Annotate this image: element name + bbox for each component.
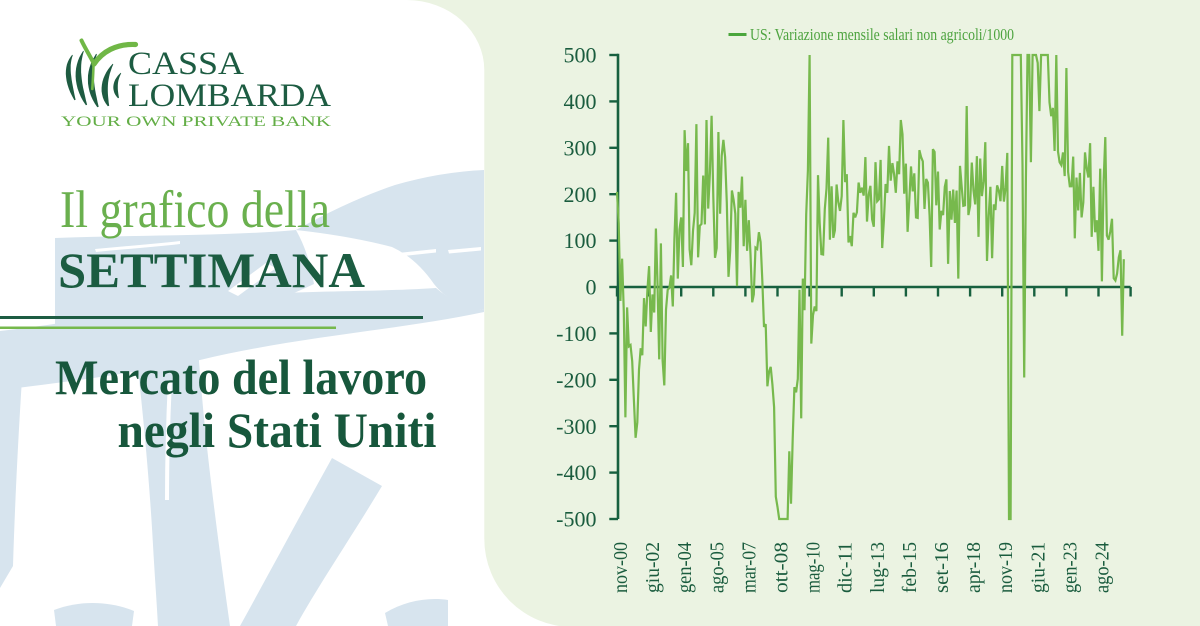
svg-text:feb-15: feb-15 (899, 542, 921, 593)
svg-text:CASSA: CASSA (128, 46, 244, 82)
svg-text:-100: -100 (556, 321, 596, 346)
svg-text:giu-21: giu-21 (1027, 542, 1049, 593)
svg-text:300: 300 (564, 135, 597, 160)
svg-text:-400: -400 (556, 460, 596, 485)
svg-text:Mercato del lavoro: Mercato del lavoro (55, 349, 427, 405)
svg-text:giu-02: giu-02 (642, 542, 664, 593)
svg-text:-200: -200 (556, 367, 596, 392)
svg-text:ago-24: ago-24 (1092, 542, 1114, 593)
svg-text:500: 500 (564, 43, 597, 68)
svg-text:gen-04: gen-04 (674, 542, 696, 593)
svg-text:set-16: set-16 (931, 542, 953, 593)
svg-text:mag-10: mag-10 (803, 542, 825, 593)
svg-text:YOUR OWN PRIVATE BANK: YOUR OWN PRIVATE BANK (61, 114, 332, 130)
svg-text:-500: -500 (556, 507, 596, 532)
svg-text:LOMBARDA: LOMBARDA (128, 78, 331, 114)
svg-text:lug-13: lug-13 (867, 542, 889, 593)
svg-text:ago-05: ago-05 (706, 542, 728, 593)
svg-text:SETTIMANA: SETTIMANA (58, 242, 365, 298)
svg-text:US: Variazione mensile salari: US: Variazione mensile salari non agrico… (750, 25, 1014, 44)
svg-text:Il grafico della: Il grafico della (60, 181, 330, 239)
svg-text:ott-08: ott-08 (771, 542, 793, 593)
svg-text:dic-11: dic-11 (835, 542, 857, 593)
svg-text:-300: -300 (556, 414, 596, 439)
svg-text:nov-19: nov-19 (995, 542, 1017, 593)
svg-text:gen-23: gen-23 (1059, 542, 1081, 593)
svg-text:400: 400 (564, 89, 597, 114)
svg-text:negli Stati Uniti: negli Stati Uniti (118, 402, 437, 458)
svg-text:mar-07: mar-07 (738, 542, 760, 593)
svg-text:nov-00: nov-00 (610, 542, 632, 593)
svg-text:200: 200 (564, 182, 597, 207)
svg-text:0: 0 (586, 275, 597, 300)
svg-text:apr-18: apr-18 (963, 542, 985, 593)
svg-text:100: 100 (564, 228, 597, 253)
